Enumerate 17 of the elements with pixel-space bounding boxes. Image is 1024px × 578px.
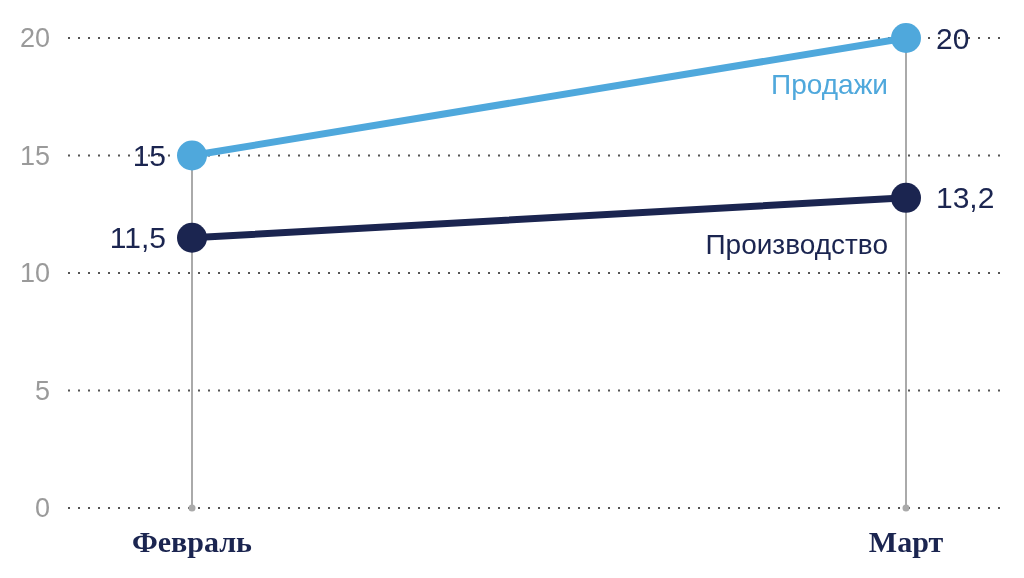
- point: [891, 23, 921, 53]
- y-tick-label: 10: [19, 258, 50, 289]
- series-label: Производство: [705, 228, 888, 260]
- data-label: 20: [936, 21, 970, 55]
- point: [177, 222, 207, 253]
- x-tick-label: Март: [868, 525, 944, 558]
- point: [177, 140, 207, 171]
- y-tick-label: 20: [19, 23, 50, 54]
- x-tick-label: Февраль: [132, 525, 253, 558]
- data-label: 13,2: [936, 181, 995, 215]
- y-tick-label: 5: [34, 375, 50, 406]
- point: [891, 182, 921, 213]
- series-label: Продажи: [771, 69, 888, 100]
- data-label: 15: [132, 139, 166, 172]
- data-label: 11,5: [109, 221, 166, 255]
- y-tick-label: 15: [19, 140, 50, 171]
- y-tick-label: 0: [34, 493, 50, 524]
